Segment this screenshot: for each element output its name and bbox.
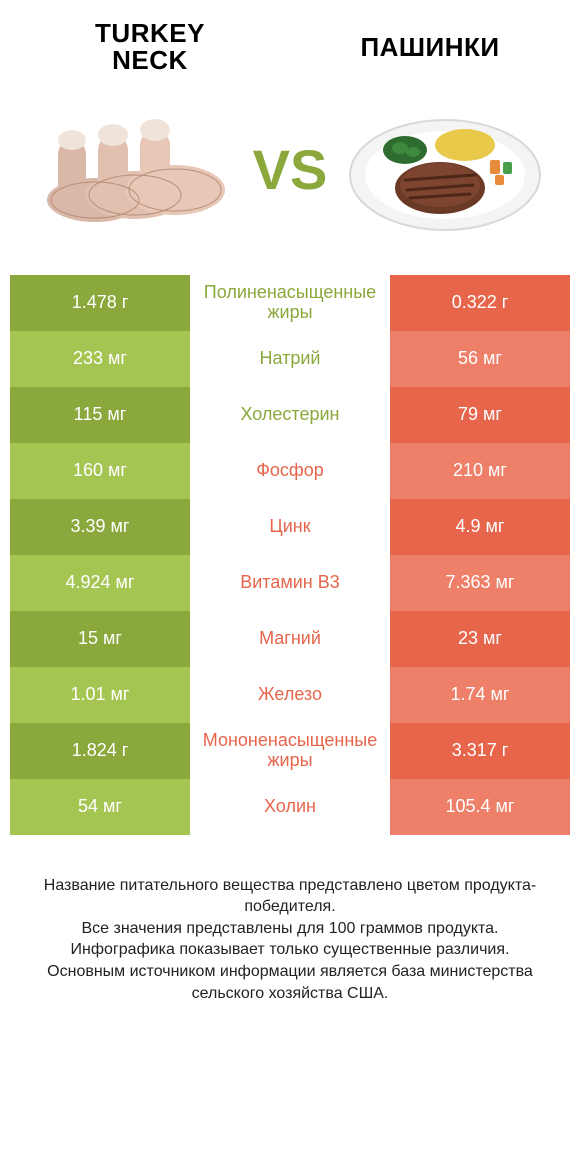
steak-plate-icon xyxy=(345,100,545,240)
cell-label: Холестерин xyxy=(190,387,390,443)
footer-line-3: Инфографика показывает только существенн… xyxy=(20,939,560,961)
nutrient-label: Холестерин xyxy=(190,405,390,425)
table-row: 115 мгХолестерин79 мг xyxy=(10,387,570,443)
nutrient-label: Холин xyxy=(190,797,390,817)
nutrient-label: Фосфор xyxy=(190,461,390,481)
cell-right: 1.74 мг xyxy=(390,667,570,723)
vs-label: VS xyxy=(245,137,336,202)
cell-label: Железо xyxy=(190,667,390,723)
nutrient-label: Железо xyxy=(190,685,390,705)
footer-line-1: Название питательного вещества представл… xyxy=(20,875,560,918)
cell-label: Полиненасыщенные жиры xyxy=(190,275,390,331)
cell-label: Цинк xyxy=(190,499,390,555)
title-left: TURKEY NECK xyxy=(30,20,270,75)
cell-left: 15 мг xyxy=(10,611,190,667)
nutrient-label: Цинк xyxy=(190,517,390,537)
nutrient-label: Магний xyxy=(190,629,390,649)
nutrient-label: Натрий xyxy=(190,349,390,369)
nutrient-label: Мононенасыщенные жиры xyxy=(190,731,390,771)
image-row: VS xyxy=(0,85,580,275)
cell-label: Холин xyxy=(190,779,390,835)
table-row: 15 мгМагний23 мг xyxy=(10,611,570,667)
footer-line-2: Все значения представлены для 100 граммо… xyxy=(20,918,560,940)
title-left-line1: TURKEY xyxy=(30,20,270,47)
table-row: 1.824 гМононенасыщенные жиры3.317 г xyxy=(10,723,570,779)
table-row: 1.478 гПолиненасыщенные жиры0.322 г xyxy=(10,275,570,331)
table-row: 4.924 мгВитамин B37.363 мг xyxy=(10,555,570,611)
cell-right: 210 мг xyxy=(390,443,570,499)
cell-left: 1.01 мг xyxy=(10,667,190,723)
cell-left: 160 мг xyxy=(10,443,190,499)
cell-right: 3.317 г xyxy=(390,723,570,779)
cell-left: 3.39 мг xyxy=(10,499,190,555)
image-right xyxy=(345,95,545,245)
cell-label: Магний xyxy=(190,611,390,667)
cell-label: Фосфор xyxy=(190,443,390,499)
cell-right: 105.4 мг xyxy=(390,779,570,835)
cell-right: 4.9 мг xyxy=(390,499,570,555)
table-row: 1.01 мгЖелезо1.74 мг xyxy=(10,667,570,723)
cell-right: 79 мг xyxy=(390,387,570,443)
comparison-table: 1.478 гПолиненасыщенные жиры0.322 г233 м… xyxy=(10,275,570,835)
turkey-neck-icon xyxy=(40,100,230,240)
cell-right: 56 мг xyxy=(390,331,570,387)
cell-label: Мононенасыщенные жиры xyxy=(190,723,390,779)
cell-left: 54 мг xyxy=(10,779,190,835)
title-left-line2: NECK xyxy=(30,47,270,74)
cell-right: 0.322 г xyxy=(390,275,570,331)
nutrient-label: Витамин B3 xyxy=(190,573,390,593)
cell-left: 233 мг xyxy=(10,331,190,387)
table-row: 54 мгХолин105.4 мг xyxy=(10,779,570,835)
table-row: 160 мгФосфор210 мг xyxy=(10,443,570,499)
cell-right: 23 мг xyxy=(390,611,570,667)
cell-label: Натрий xyxy=(190,331,390,387)
nutrient-label: Полиненасыщенные жиры xyxy=(190,283,390,323)
cell-left: 1.824 г xyxy=(10,723,190,779)
table-row: 233 мгНатрий56 мг xyxy=(10,331,570,387)
header: TURKEY NECK ПАШИНКИ xyxy=(0,0,580,85)
footer: Название питательного вещества представл… xyxy=(0,835,580,1035)
cell-left: 4.924 мг xyxy=(10,555,190,611)
footer-line-4: Основным источником информации является … xyxy=(20,961,560,1004)
table-row: 3.39 мгЦинк4.9 мг xyxy=(10,499,570,555)
cell-right: 7.363 мг xyxy=(390,555,570,611)
image-left xyxy=(35,95,235,245)
cell-left: 1.478 г xyxy=(10,275,190,331)
cell-label: Витамин B3 xyxy=(190,555,390,611)
title-right: ПАШИНКИ xyxy=(310,32,550,63)
cell-left: 115 мг xyxy=(10,387,190,443)
